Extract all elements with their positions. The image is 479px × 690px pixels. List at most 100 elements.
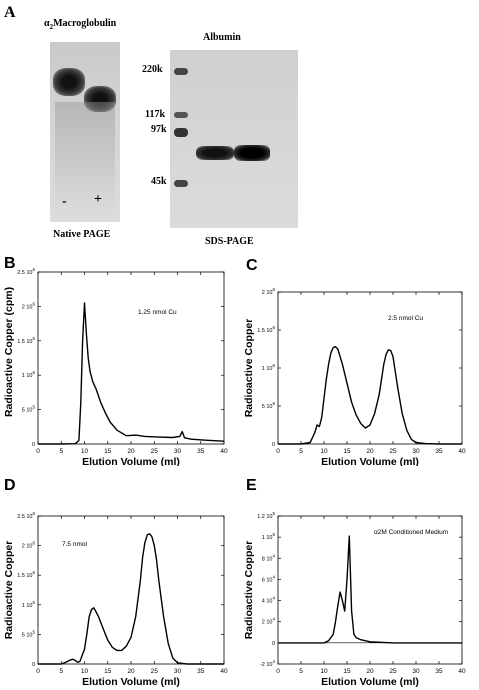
series-line [38,302,225,445]
y-axis-label: Radioactive Copper [243,541,255,640]
y-tick-exponent: 6 [272,325,275,330]
y-tick-exponent: 5 [32,405,35,410]
x-tick-label: 30 [412,668,420,675]
x-tick-label: 20 [127,448,135,455]
series-annotation: α2M Conditioned Medium [374,529,448,536]
plot-frame [277,291,463,445]
plot-frame [37,515,225,665]
x-tick-label: 40 [458,668,466,675]
x-tick-label: 30 [412,448,420,455]
marker-label-45k: 45k [151,176,167,187]
y-tick-exponent: 4 [272,574,275,579]
sds-page-gel [170,50,298,228]
x-tick-label: 15 [343,448,351,455]
y-tick-label: 1 106 [22,600,36,609]
y-tick-exponent: 6 [272,363,275,368]
y-tick-label: 2.5 106 [17,511,35,520]
y-tick-label: 5 105 [22,405,36,414]
native-smear [55,102,115,212]
marker-lane [174,58,188,190]
series-line [278,535,462,644]
series-line [278,345,462,445]
y-tick-label: 1.5 106 [17,570,35,579]
albumin-band-2 [234,145,270,161]
x-tick-label: 0 [276,668,280,675]
y-tick-exponent: 6 [32,267,35,272]
series-annotation: 1.25 nmol Cu [138,309,177,316]
x-tick-label: 25 [151,448,159,455]
y-tick-exponent: 5 [32,629,35,634]
lane-plus-label: + [94,192,102,207]
y-tick-exponent: 6 [32,600,35,605]
y-tick-label: 4 104 [262,596,276,605]
x-axis-label: Elution Volume (ml) [82,456,180,466]
marker-band-220k [174,68,188,75]
y-tick-label: 0 [272,641,275,647]
x-tick-label: 0 [276,448,280,455]
y-tick-label: 5 105 [22,629,36,638]
plot-frame [37,271,225,445]
lane-minus-label: - [62,194,67,209]
x-tick-label: 5 [59,448,63,455]
chart-c: C 0 5 10 15 20 25 30 35 40 0 5 105 1 106 1.5 106 2 106… [243,257,466,466]
y-tick-exponent: 4 [272,659,275,664]
alpha-symbol: α [44,18,50,29]
x-axis-label: Elution Volume (ml) [82,676,180,688]
native-page-caption: Native PAGE [53,229,111,240]
x-tick-label: 5 [299,668,303,675]
x-tick-label: 20 [366,448,374,455]
y-tick-exponent: 5 [272,401,275,406]
native-band-plus [84,86,116,112]
x-tick-label: 0 [36,668,40,675]
y-tick-label: 2 104 [262,617,276,626]
y-tick-label: 2 106 [262,287,276,296]
y-tick-exponent: 6 [32,541,35,546]
x-tick-label: 35 [197,448,205,455]
y-tick-exponent: 4 [272,553,275,558]
x-tick-label: 15 [104,668,112,675]
chart-b: B 0 5 10 15 20 25 30 35 40 0 5 105 1 106 1.5 106 2 106… [3,255,228,466]
y-tick-label: -2 104 [260,659,276,668]
y-tick-exponent: 6 [32,370,35,375]
x-tick-label: 40 [220,448,228,455]
y-tick-label: 5 105 [262,401,276,410]
x-tick-label: 10 [81,448,89,455]
x-tick-label: 20 [127,668,135,675]
y-tick-label: 1.5 106 [17,336,35,345]
marker-label-117k: 117k [145,109,166,120]
x-axis-label: Elution Volume (ml) [321,676,419,688]
y-tick-label: 1.2 105 [257,511,275,520]
y-tick-label: 2.5 106 [17,267,35,276]
panel-letter: B [4,255,16,272]
x-tick-label: 30 [174,448,182,455]
macroglobulin-title-rest: Macroglobulin [53,18,117,29]
albumin-band-1 [196,146,234,160]
panel-letter: E [246,477,257,494]
x-tick-label: 25 [389,448,397,455]
x-axis-label: Elution Volume (ml) [321,456,419,466]
x-tick-label: 40 [458,448,466,455]
x-tick-label: 15 [104,448,112,455]
panel-letter: C [246,257,258,274]
sds-page-caption: SDS-PAGE [205,236,254,247]
macroglobulin-title: α2Macroglobulin [44,18,116,31]
x-tick-label: 0 [36,448,40,455]
y-tick-label: 8 104 [262,553,276,562]
y-tick-label: 1.5 106 [257,325,275,334]
y-tick-label: 0 [32,442,35,448]
x-tick-label: 40 [220,668,228,675]
x-tick-label: 35 [197,668,205,675]
marker-label-220k: 220k [142,64,163,75]
x-tick-label: 35 [435,668,443,675]
y-tick-label: 1 106 [22,370,36,379]
marker-band-45k [174,180,188,187]
x-tick-label: 10 [320,448,328,455]
y-tick-exponent: 6 [32,570,35,575]
native-band-minus [53,68,85,96]
y-tick-label: 6 104 [262,574,276,583]
y-tick-exponent: 4 [272,617,275,622]
y-tick-exponent: 6 [272,287,275,292]
series-annotation: 2.5 nmol Cu [388,315,423,322]
x-tick-label: 30 [174,668,182,675]
